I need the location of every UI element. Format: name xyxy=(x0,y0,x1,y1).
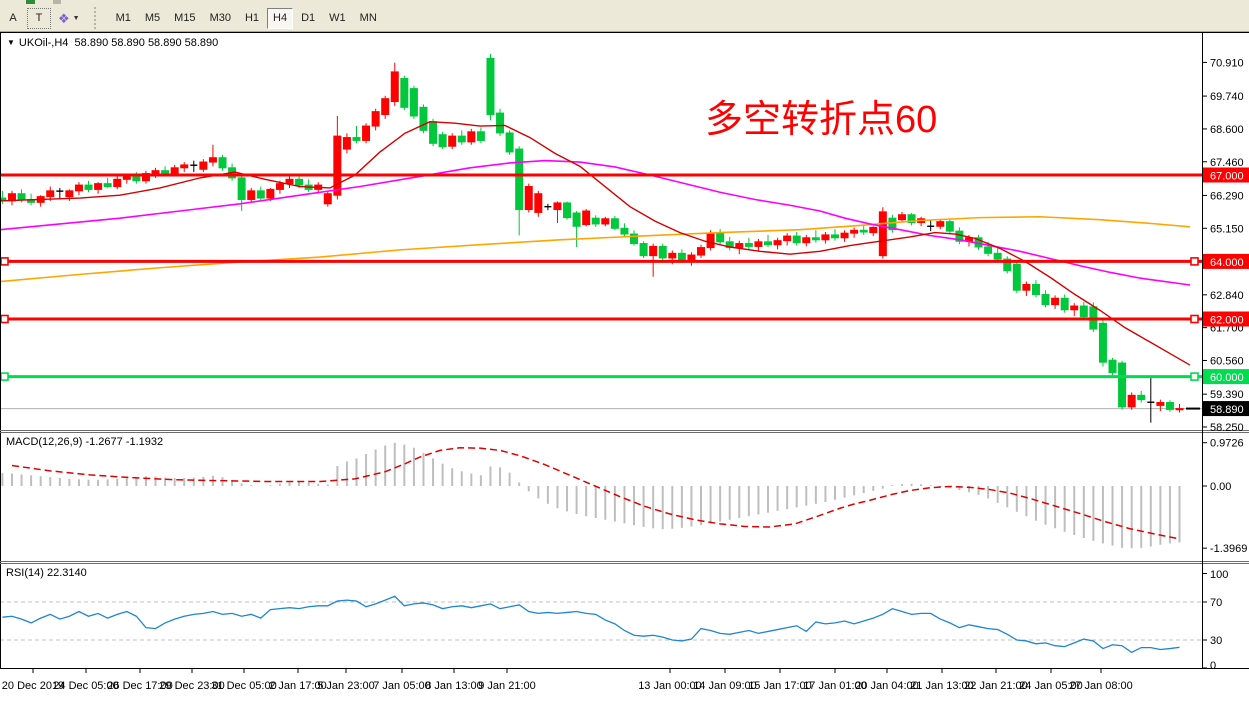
main-panel[interactable] xyxy=(0,54,1202,423)
svg-text:31 Dec 05:00: 31 Dec 05:00 xyxy=(211,680,276,692)
svg-text:29 Dec 23:00: 29 Dec 23:00 xyxy=(159,680,224,692)
svg-text:59.390: 59.390 xyxy=(1210,389,1244,401)
chart-title-text: UKOil-,H4 58.890 58.890 58.890 58.890 xyxy=(18,37,219,49)
svg-text:60.560: 60.560 xyxy=(1210,355,1244,367)
svg-text:0.9726: 0.9726 xyxy=(1210,438,1244,450)
clipped-icon-fragment xyxy=(26,0,35,4)
timeframe-button-h1[interactable]: H1 xyxy=(239,8,265,29)
macd-scale[interactable]: 0.9726 0.00 -1.3969 xyxy=(1202,438,1247,555)
svg-text:15 Jan 17:00: 15 Jan 17:00 xyxy=(748,680,812,692)
cursor-style-button[interactable]: ❖ ▼ xyxy=(54,8,84,29)
svg-text:0: 0 xyxy=(1210,660,1216,672)
timeframe-button-m5[interactable]: M5 xyxy=(139,8,166,29)
svg-text:2 Jan 17:00: 2 Jan 17:00 xyxy=(269,680,327,692)
svg-text:-1.3969: -1.3969 xyxy=(1210,543,1247,555)
svg-text:17 Jan 01:00: 17 Jan 01:00 xyxy=(803,680,867,692)
timeframe-button-w1[interactable]: W1 xyxy=(323,8,352,29)
svg-text:62.000: 62.000 xyxy=(1210,315,1244,327)
svg-text:21 Jan 13:00: 21 Jan 13:00 xyxy=(910,680,974,692)
ma-fast-line xyxy=(0,121,1191,366)
chart-title: ▼ UKOil-,H4 58.890 58.890 58.890 58.890 xyxy=(7,37,218,49)
svg-text:66.290: 66.290 xyxy=(1210,190,1244,202)
price-scale[interactable]: 70.910 69.740 68.600 67.460 66.290 65.150 62.8… xyxy=(1202,57,1249,434)
cursor-icon: ❖ xyxy=(58,10,70,26)
symbol-dropdown-icon[interactable]: ▼ xyxy=(7,38,15,47)
svg-text:5 Jan 23:00: 5 Jan 23:00 xyxy=(317,680,375,692)
svg-text:22 Jan 21:00: 22 Jan 21:00 xyxy=(964,680,1028,692)
svg-text:67.000: 67.000 xyxy=(1210,171,1244,183)
timeframe-button-d1[interactable]: D1 xyxy=(295,8,321,29)
macd-indicator-label: MACD(12,26,9) -1.2677 -1.1932 xyxy=(6,436,164,448)
chevron-down-icon: ▼ xyxy=(72,14,80,22)
macd-panel xyxy=(1,442,1181,549)
hline-62.000[interactable] xyxy=(0,314,1202,324)
svg-text:20 Dec 2019: 20 Dec 2019 xyxy=(2,680,64,692)
hline-60.000[interactable] xyxy=(0,372,1202,381)
ma-mid-line xyxy=(0,159,1191,286)
chart-canvas[interactable]: 70.910 69.740 68.600 67.460 66.290 65.150 62.8… xyxy=(0,32,1249,701)
svg-text:30: 30 xyxy=(1210,635,1222,647)
candles-layer xyxy=(0,54,1184,423)
timeframe-group: M1 M5 M15 M30 H1 H4 D1 W1 MN xyxy=(109,7,384,29)
svg-text:27 Jan 08:00: 27 Jan 08:00 xyxy=(1069,680,1133,692)
macd-signal-line xyxy=(11,446,1181,540)
rsi-line xyxy=(2,595,1180,654)
toolbar-separator xyxy=(91,7,99,29)
clipped-toolbar-row xyxy=(0,0,1249,5)
text-tool-button[interactable]: T xyxy=(27,7,51,29)
svg-text:14 Jan 09:00: 14 Jan 09:00 xyxy=(693,680,757,692)
panel-frame xyxy=(0,32,1249,669)
svg-text:13 Jan 00:00: 13 Jan 00:00 xyxy=(638,680,702,692)
svg-text:64.000: 64.000 xyxy=(1210,257,1244,269)
svg-text:20 Jan 04:00: 20 Jan 04:00 xyxy=(855,680,919,692)
timeframe-button-m30[interactable]: M30 xyxy=(204,8,237,29)
toolbar: A T ❖ ▼ M1 M5 M15 M30 H1 H4 D1 W1 MN xyxy=(0,5,1249,32)
svg-text:60.000: 60.000 xyxy=(1210,372,1244,384)
svg-text:70: 70 xyxy=(1210,597,1222,609)
svg-text:58.890: 58.890 xyxy=(1210,404,1244,416)
annotation-text[interactable]: 多空转折点60 xyxy=(705,99,938,141)
svg-text:24 Jan 05:00: 24 Jan 05:00 xyxy=(1019,680,1083,692)
timeframe-button-m1[interactable]: M1 xyxy=(110,8,137,29)
svg-text:70.910: 70.910 xyxy=(1210,57,1244,69)
svg-text:67.460: 67.460 xyxy=(1210,157,1244,169)
svg-text:24 Dec 05:00: 24 Dec 05:00 xyxy=(53,680,118,692)
svg-text:7 Jan 05:00: 7 Jan 05:00 xyxy=(373,680,431,692)
svg-text:58.250: 58.250 xyxy=(1210,422,1244,434)
svg-text:68.600: 68.600 xyxy=(1210,124,1244,136)
clipped-icon-fragment-2 xyxy=(53,0,61,4)
svg-text:69.740: 69.740 xyxy=(1210,91,1244,103)
svg-text:0.00: 0.00 xyxy=(1210,481,1231,493)
text-label-tool-button[interactable]: A xyxy=(1,8,25,29)
svg-text:100: 100 xyxy=(1210,569,1228,581)
timeframe-button-h4[interactable]: H4 xyxy=(267,7,294,29)
svg-text:62.840: 62.840 xyxy=(1210,290,1244,302)
rsi-panel xyxy=(0,595,1202,654)
svg-text:65.150: 65.150 xyxy=(1210,223,1244,235)
svg-text:9 Jan 21:00: 9 Jan 21:00 xyxy=(478,680,536,692)
rsi-indicator-label: RSI(14) 22.3140 xyxy=(6,567,87,579)
svg-text:8 Jan 13:00: 8 Jan 13:00 xyxy=(425,680,483,692)
rsi-scale[interactable]: 100 70 30 0 xyxy=(1202,569,1228,672)
timeframe-button-m15[interactable]: M15 xyxy=(168,8,201,29)
timeframe-button-mn[interactable]: MN xyxy=(354,8,383,29)
ma-slow-line xyxy=(0,215,1191,283)
svg-text:26 Dec 17:00: 26 Dec 17:00 xyxy=(107,680,172,692)
